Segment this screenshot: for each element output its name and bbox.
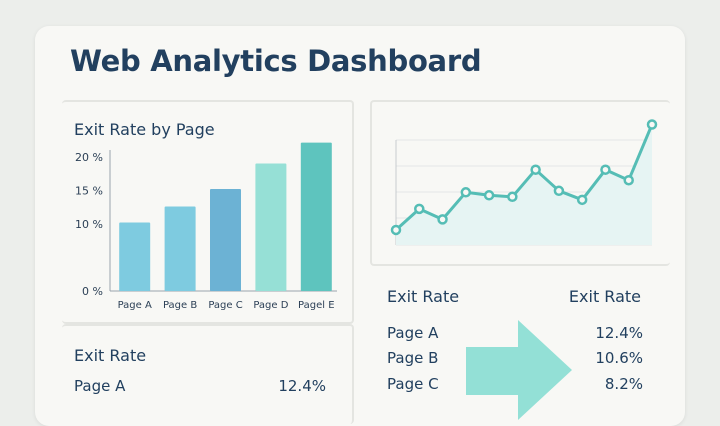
page-title: Web Analytics Dashboard: [70, 44, 482, 78]
bar-chart-x-tick: Page C: [208, 300, 242, 311]
table-cell-rate: 8.2%: [604, 375, 643, 393]
bar-chart-y-tick: 15 %: [75, 184, 103, 197]
bar: [119, 222, 151, 291]
bar-chart: 0 % 10 % 15 % 20 % Page A Page B Page C Page D…: [75, 142, 337, 311]
table-cell-rate: 12.4%: [278, 377, 326, 395]
bar-chart-title: Exit Rate by Page: [74, 120, 215, 139]
exit-rate-table-panel-left: [62, 324, 354, 424]
line-chart-point: [530, 164, 541, 175]
table-cell-page: Page C: [387, 375, 439, 393]
bar-chart-y-tick: 20 %: [75, 151, 103, 164]
bar-chart-y-tick: 10 %: [75, 218, 103, 231]
table-right-header-label: Exit Rate: [387, 287, 460, 306]
table-right-header-value: Exit Rate: [568, 287, 641, 306]
line-chart-point: [437, 214, 448, 225]
table-cell-rate: 10.6%: [595, 349, 643, 367]
line-chart-point: [600, 164, 611, 175]
line-chart-point: [507, 191, 518, 203]
table-cell-page: Page A: [387, 324, 439, 342]
bar: [210, 188, 241, 291]
bar-chart-x-tick: Page B: [163, 300, 197, 311]
bar: [255, 163, 287, 291]
bar-chart-x-tick: Page A: [118, 300, 152, 311]
line-chart-point: [623, 174, 634, 186]
table-cell-page: Page A: [74, 377, 126, 395]
table-cell-rate: 12.4%: [595, 324, 643, 342]
bar: [300, 142, 332, 291]
bar-chart-x-tick: Pagel E: [298, 300, 334, 311]
line-chart-point: [483, 190, 495, 201]
line-chart-point: [576, 194, 588, 206]
line-chart: [390, 119, 658, 246]
line-chart-point: [553, 185, 565, 197]
line-chart-point: [646, 119, 658, 130]
table-cell-page: Page B: [387, 349, 439, 367]
line-chart-point: [390, 224, 402, 236]
line-chart-point: [414, 203, 425, 215]
bar: [164, 206, 196, 291]
table-left-header: Exit Rate: [74, 346, 147, 365]
arrow-right-icon: [466, 320, 572, 420]
bar-chart-y-tick: 0 %: [82, 285, 103, 298]
bar-chart-x-tick: Page D: [253, 300, 288, 311]
line-chart-point: [460, 187, 472, 198]
